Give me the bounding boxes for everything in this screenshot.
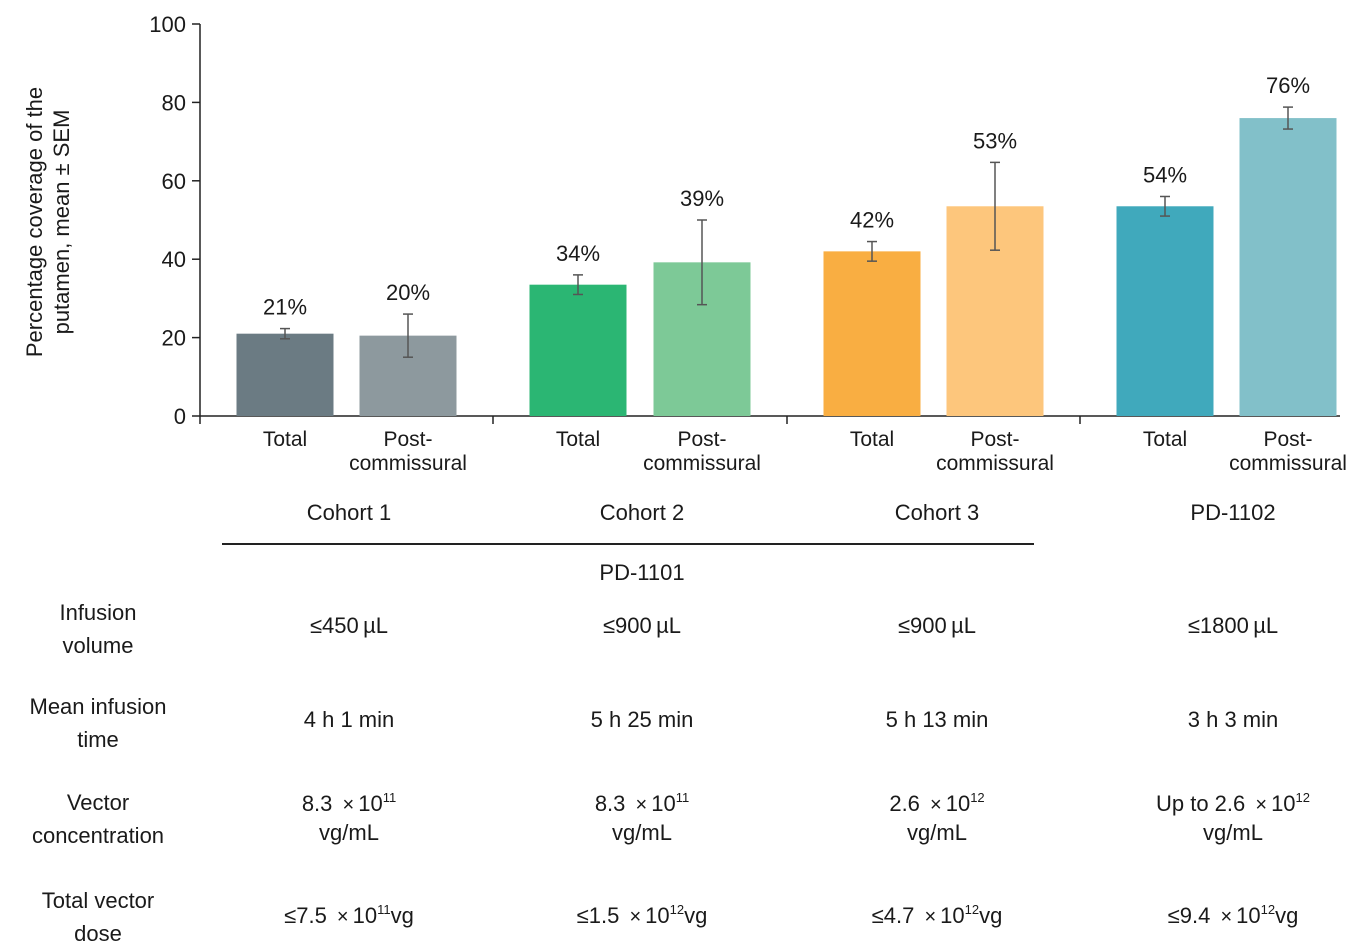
- pd-1101-divider: [222, 543, 1034, 545]
- table-cell: ≤450 µL: [309, 613, 389, 638]
- category-label: Total: [263, 428, 307, 451]
- category-label: Post-commissural: [643, 428, 761, 475]
- table-cell: ≤4.7 × 1012vg: [871, 902, 1003, 928]
- bar: [1116, 206, 1214, 416]
- table-cell: Up to 2.6 × 1012 vg/mL: [1155, 790, 1311, 845]
- data-label: 42%: [850, 208, 894, 233]
- table-cell: 3 h 3 min: [1187, 707, 1279, 732]
- table-cell: 4 h 1 min: [303, 707, 395, 732]
- bar: [529, 284, 627, 416]
- table-cell: ≤9.4 × 1012vg: [1167, 902, 1299, 928]
- row-label: Mean infusion time: [29, 694, 167, 752]
- category-label: Post-commissural: [1229, 428, 1347, 475]
- bar: [823, 251, 921, 416]
- data-label: 53%: [973, 128, 1017, 153]
- data-label: 39%: [680, 186, 724, 211]
- row-label: Infusion volume: [59, 600, 137, 658]
- table-cell: 5 h 13 min: [885, 707, 989, 732]
- y-tick-label: 60: [162, 169, 186, 194]
- data-label: 34%: [556, 241, 600, 266]
- table-cell: ≤900 µL: [897, 613, 977, 638]
- table-cell: ≤7.5 × 1011vg: [284, 902, 414, 928]
- y-tick-label: 100: [149, 12, 186, 37]
- group-label: PD-1102: [1190, 500, 1276, 525]
- table-cell: 8.3 × 1011 vg/mL: [301, 790, 397, 845]
- data-label: 21%: [263, 295, 307, 320]
- y-tick-label: 80: [162, 90, 186, 115]
- bar: [1239, 118, 1337, 416]
- y-tick-label: 0: [174, 404, 186, 429]
- category-label: Post-commissural: [936, 428, 1054, 475]
- y-tick-label: 20: [162, 326, 186, 351]
- group-label: Cohort 2: [599, 500, 685, 525]
- y-axis-label: Percentage coverage of theputamen, mean …: [22, 87, 74, 357]
- table-cell: ≤900 µL: [602, 613, 682, 638]
- table-cell: ≤1.5 × 1012vg: [576, 902, 708, 928]
- table-cell: 2.6 × 1012 vg/mL: [889, 790, 985, 845]
- category-label: Total: [850, 428, 894, 451]
- row-label: Total vector dose: [41, 888, 155, 946]
- data-label: 20%: [386, 280, 430, 305]
- data-label: 54%: [1143, 162, 1187, 187]
- category-label: Total: [556, 428, 600, 451]
- table-cell: 5 h 25 min: [590, 707, 694, 732]
- row-label: Vector concentration: [31, 790, 165, 848]
- y-tick-label: 40: [162, 247, 186, 272]
- table-cell: 8.3 × 1011 vg/mL: [594, 790, 690, 845]
- bar-chart: 0 20 40 60 80 100 Percentage coverage of thepu…: [22, 12, 1347, 475]
- category-label: Total: [1143, 428, 1187, 451]
- group-label: Cohort 1: [306, 500, 392, 525]
- bar: [236, 333, 334, 416]
- data-label: 76%: [1266, 73, 1310, 98]
- group-label: Cohort 3: [894, 500, 980, 525]
- table-cell: ≤1800 µL: [1187, 613, 1279, 638]
- category-label: Post-commissural: [349, 428, 467, 475]
- study-label: PD-1101: [599, 560, 685, 585]
